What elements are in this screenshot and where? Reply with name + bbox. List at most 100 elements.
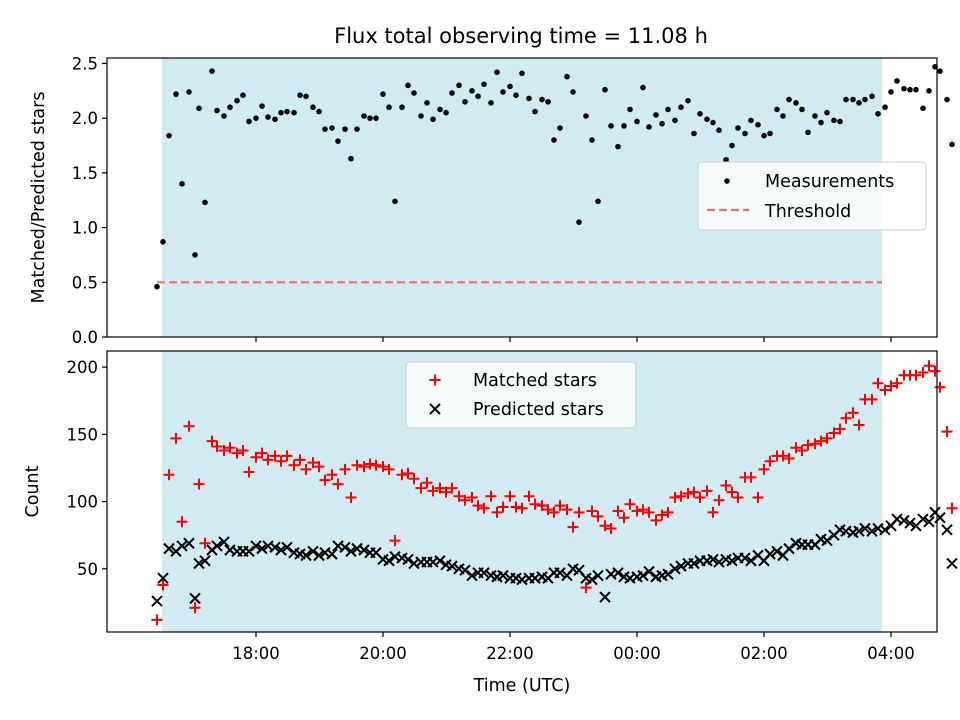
- measurement-point: [526, 95, 532, 102]
- matched-star-point: [472, 500, 484, 512]
- measurement-point: [704, 116, 710, 123]
- matched-star-point: [840, 412, 852, 424]
- matched-star-point: [351, 459, 363, 471]
- matched-star-point: [176, 516, 188, 528]
- measurement-point: [392, 198, 398, 205]
- measurement-point: [513, 92, 519, 98]
- matched-star-point: [923, 360, 935, 372]
- matched-star-point: [345, 492, 357, 504]
- measurement-point: [430, 116, 436, 123]
- matched-star-point: [802, 439, 814, 451]
- predicted-star-point: [866, 525, 878, 537]
- measurement-point: [475, 93, 481, 100]
- x-tick-label: 18:00: [232, 644, 280, 663]
- measurement-point: [348, 155, 354, 162]
- matched-star-point: [377, 461, 389, 473]
- y-tick-label: 1.0: [72, 219, 98, 238]
- matched-star-point: [491, 506, 503, 518]
- matched-star-point: [796, 444, 808, 456]
- measurement-point: [627, 106, 633, 113]
- measurement-point: [456, 82, 462, 89]
- measurement-point: [192, 252, 198, 258]
- measurement-point: [265, 114, 271, 120]
- predicted-star-point: [879, 524, 891, 536]
- matched-star-point: [941, 426, 953, 438]
- measurement-point: [735, 125, 741, 131]
- measurement-point: [888, 89, 894, 95]
- measurement-point: [805, 129, 811, 136]
- x-tick-label: 22:00: [486, 644, 534, 663]
- matched-star-point: [694, 492, 706, 504]
- matched-star-point: [561, 504, 573, 516]
- matched-star-point: [536, 500, 548, 512]
- measurement-point: [166, 132, 172, 139]
- y-tick-label: 0.0: [72, 328, 98, 347]
- measurement-point: [793, 100, 799, 106]
- y-tick-label: 2.5: [72, 54, 98, 73]
- matched-star-point: [934, 381, 946, 393]
- measurement-point: [386, 104, 392, 111]
- measurement-point: [653, 112, 659, 118]
- measurement-point: [240, 92, 246, 98]
- measurement-point: [316, 108, 322, 115]
- matched-star-point: [777, 450, 789, 462]
- matched-star-point: [573, 506, 585, 518]
- matched-star-point: [434, 482, 446, 494]
- measurement-point: [160, 239, 166, 245]
- matched-star-point: [783, 453, 795, 465]
- matched-star-point: [307, 457, 319, 469]
- matched-star-point: [294, 454, 306, 466]
- matched-star-point: [580, 582, 592, 594]
- matched-star-point: [872, 377, 884, 389]
- measurement-point: [716, 127, 722, 134]
- measurement-point: [437, 106, 443, 113]
- measurement-point: [462, 98, 468, 105]
- y-tick-label: 0.5: [72, 273, 98, 292]
- predicted-star-point: [554, 567, 566, 579]
- predicted-star-point: [713, 556, 725, 568]
- measurement-point: [913, 86, 919, 93]
- measurement-point: [443, 109, 449, 116]
- measurement-point: [710, 119, 716, 126]
- predicted-star-point: [688, 557, 700, 570]
- measurement-point: [901, 85, 907, 92]
- matched-star-point: [211, 440, 223, 452]
- matched-star-point: [752, 492, 764, 504]
- measurement-point: [227, 104, 233, 111]
- measurement-point: [944, 96, 950, 103]
- measurement-point: [310, 104, 316, 111]
- measurement-point: [812, 113, 818, 119]
- matched-star-point: [157, 579, 169, 591]
- measurement-point: [907, 86, 913, 93]
- matched-star-point: [189, 602, 201, 614]
- y-tick-label: 1.5: [72, 164, 98, 183]
- x-tick-label: 20:00: [359, 644, 407, 663]
- measurement-point: [691, 130, 697, 137]
- matched-star-point: [199, 537, 211, 549]
- matched-star-point: [828, 427, 840, 439]
- predicted-star-point: [256, 542, 268, 555]
- measurement-point: [697, 111, 703, 117]
- measurement-point: [818, 119, 824, 126]
- legend-predicted-label: Predicted stars: [473, 400, 604, 420]
- predicted-star-point: [859, 522, 871, 535]
- predicted-star-point: [176, 540, 188, 552]
- matched-star-point: [917, 367, 929, 379]
- matched-star-point: [745, 471, 757, 483]
- matched-star-point: [554, 500, 566, 512]
- predicted-star-point: [402, 553, 414, 566]
- predicted-star-point: [675, 560, 687, 572]
- predicted-star-point: [771, 545, 783, 558]
- series-predicted-stars: [151, 506, 958, 607]
- measurement-point: [411, 90, 417, 96]
- top-panel: 0.0 0.5 1.0 1.5 2.0 2.5 Matched/Predicted star…: [29, 54, 955, 347]
- measurement-point: [602, 86, 608, 93]
- legend-top: Measurements Threshold: [697, 161, 927, 231]
- matched-star-point: [815, 435, 827, 447]
- measurement-point: [272, 116, 278, 123]
- matched-star-point: [612, 505, 624, 517]
- matched-star-point: [732, 492, 744, 504]
- matched-star-point: [421, 477, 433, 489]
- predicted-star-point: [275, 544, 287, 556]
- predicted-star-point: [739, 552, 751, 564]
